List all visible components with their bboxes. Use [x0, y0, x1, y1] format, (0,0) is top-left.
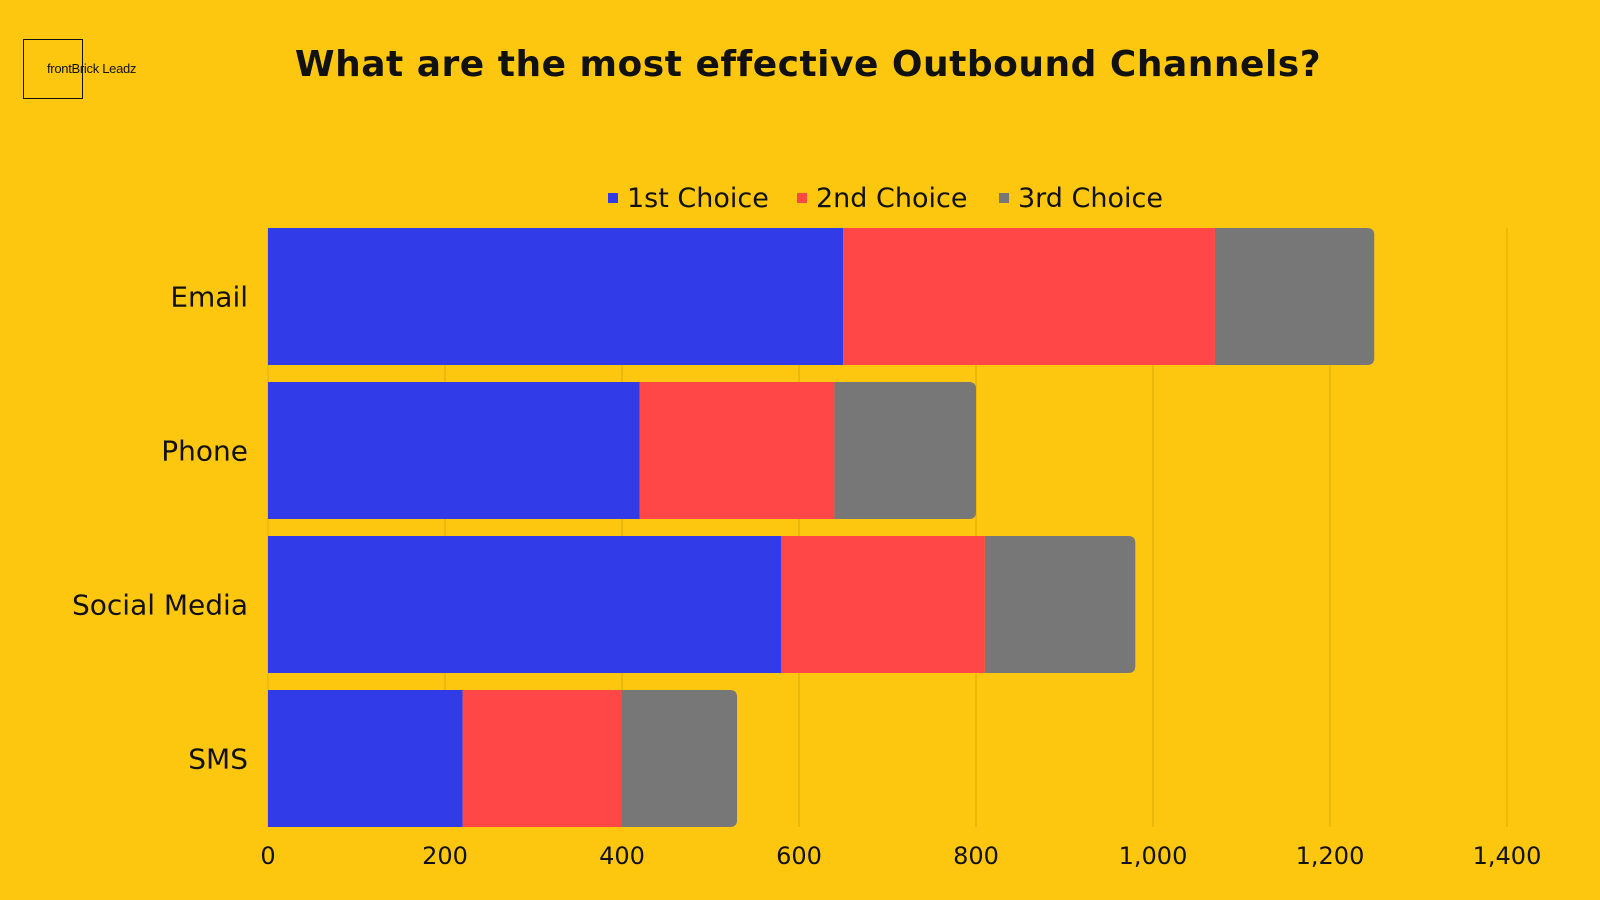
- category-label: SMS: [188, 743, 248, 776]
- bars: [268, 228, 1375, 827]
- bar-sms-2nd-choice: [462, 690, 622, 827]
- legend-label: 1st Choice: [627, 183, 769, 214]
- legend-label: 3rd Choice: [1018, 183, 1163, 214]
- x-tick-label: 1,000: [1119, 842, 1188, 870]
- bar-phone-2nd-choice: [639, 382, 835, 519]
- chart-title: What are the most effective Outbound Cha…: [294, 44, 1322, 85]
- bar-social-media-2nd-choice: [781, 536, 985, 673]
- logo-box: [23, 39, 83, 99]
- bar-sms-1st-choice: [268, 690, 463, 827]
- bar-social-media-3rd-choice: [984, 536, 1136, 673]
- legend-swatch: [608, 193, 618, 203]
- logo-text: frontBrick Leadz: [47, 61, 137, 76]
- category-label: Social Media: [72, 589, 248, 622]
- legend-swatch: [999, 193, 1009, 203]
- x-tick-label: 1,200: [1296, 842, 1365, 870]
- x-tick-label: 600: [776, 842, 822, 870]
- bar-sms-3rd-choice: [622, 690, 738, 827]
- bar-social-media-1st-choice: [268, 536, 782, 673]
- legend-swatch: [797, 193, 807, 203]
- legend: 1st Choice 2nd Choice 3rd Choice: [608, 183, 1163, 214]
- bar-phone-1st-choice: [268, 382, 640, 519]
- x-tick-label: 200: [422, 842, 468, 870]
- bar-email-1st-choice: [268, 228, 844, 365]
- x-tick-labels: 0 200 400 600 800 1,000 1,200 1,400: [260, 842, 1541, 870]
- category-label: Phone: [161, 435, 248, 468]
- bar-email-2nd-choice: [843, 228, 1215, 365]
- x-tick-label: 800: [953, 842, 999, 870]
- category-label: Email: [170, 281, 248, 314]
- bar-email-3rd-choice: [1214, 228, 1375, 365]
- category-labels: Email Phone Social Media SMS: [72, 281, 248, 776]
- x-tick-label: 0: [260, 842, 275, 870]
- bar-phone-3rd-choice: [834, 382, 976, 519]
- x-tick-label: 400: [599, 842, 645, 870]
- x-tick-label: 1,400: [1473, 842, 1542, 870]
- legend-label: 2nd Choice: [816, 183, 967, 214]
